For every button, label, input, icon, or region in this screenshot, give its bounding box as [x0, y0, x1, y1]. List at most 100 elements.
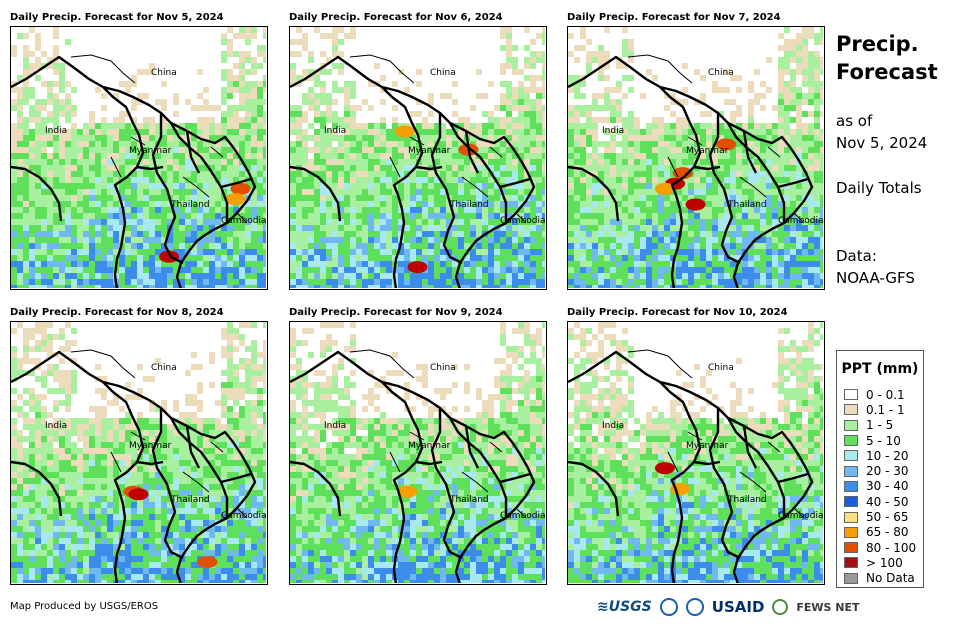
- map-canvas: China India Myanmar Thailand Cambodia: [290, 322, 545, 583]
- product-title-line2: Forecast: [836, 60, 938, 84]
- noaa-logo-icon: [659, 598, 678, 616]
- precip-field: [11, 322, 266, 583]
- country-label-cambodia: Cambodia: [221, 511, 266, 521]
- country-label-myanmar: Myanmar: [686, 146, 729, 156]
- legend-item: 20 - 30: [844, 463, 916, 478]
- usaid-seal-icon: [685, 598, 704, 616]
- admin-borders: [627, 349, 805, 519]
- heavy-rain-patch: [407, 261, 428, 274]
- precip-field: [11, 27, 266, 288]
- map-canvas: China India Myanmar Thailand Cambodia: [568, 27, 823, 288]
- forecast-panel-5: Daily Precip. Forecast for Nov 9, 2024 C…: [289, 307, 551, 585]
- panel-title: Daily Precip. Forecast for Nov 5, 2024: [10, 12, 224, 23]
- legend-swatch: [844, 404, 858, 416]
- heavy-rain-patch: [716, 138, 737, 151]
- legend-item: No Data: [844, 571, 916, 586]
- country-label-india: India: [324, 126, 346, 136]
- usaid-logo: USAID: [711, 598, 765, 616]
- legend-swatch: [844, 435, 858, 447]
- precip-field: [568, 27, 823, 288]
- heavy-rain-patch: [394, 125, 415, 138]
- legend-item: 40 - 50: [844, 494, 916, 509]
- legend-item: 65 - 80: [844, 525, 916, 540]
- legend-swatch: [844, 542, 858, 554]
- legend-swatch: [844, 465, 858, 477]
- map-canvas: China India Myanmar Thailand Cambodia: [11, 27, 266, 288]
- daily-totals-label: Daily Totals: [836, 179, 922, 197]
- country-label-india: India: [602, 126, 624, 136]
- forecast-panel-1: Daily Precip. Forecast for Nov 5, 2024 C…: [10, 12, 272, 290]
- country-label-cambodia: Cambodia: [500, 216, 545, 226]
- country-label-china: China: [708, 363, 734, 373]
- country-label-china: China: [151, 68, 177, 78]
- legend-label: 65 - 80: [866, 525, 909, 540]
- legend-label: > 100: [866, 555, 903, 570]
- country-borders: [290, 55, 536, 288]
- panel-title: Daily Precip. Forecast for Nov 6, 2024: [289, 12, 503, 23]
- product-title-line1: Precip.: [836, 32, 919, 56]
- legend-item: 1 - 5: [844, 418, 916, 433]
- legend-item: > 100: [844, 555, 916, 570]
- legend-swatch: [844, 450, 858, 462]
- agency-logos: ≋USGS USAID FEWS NET: [597, 597, 860, 617]
- heavy-rain-patch: [230, 182, 251, 195]
- heavy-rain-patch: [397, 485, 418, 498]
- precip-field: [290, 27, 545, 288]
- admin-borders: [349, 54, 527, 224]
- usgs-logo: ≋USGS: [597, 599, 652, 615]
- panel-title: Daily Precip. Forecast for Nov 8, 2024: [10, 307, 224, 318]
- credit-text: Map Produced by USGS/EROS: [10, 601, 159, 612]
- panel-title: Daily Precip. Forecast for Nov 7, 2024: [567, 12, 781, 23]
- precip-map: China India Myanmar Thailand Cambodia: [10, 321, 268, 585]
- forecast-panel-2: Daily Precip. Forecast for Nov 6, 2024 C…: [289, 12, 551, 290]
- country-label-thailand: Thailand: [170, 495, 210, 505]
- data-source-value: NOAA-GFS: [836, 269, 915, 287]
- country-borders: [11, 350, 257, 583]
- legend-item: 0 - 0.1: [844, 387, 916, 402]
- legend-label: 5 - 10: [866, 433, 901, 448]
- country-label-india: India: [45, 126, 67, 136]
- country-label-india: India: [45, 421, 67, 431]
- heavy-rain-patch: [654, 462, 675, 475]
- legend-item: 30 - 40: [844, 479, 916, 494]
- country-label-thailand: Thailand: [170, 200, 210, 210]
- precip-field: [568, 322, 823, 583]
- forecast-panel-3: Daily Precip. Forecast for Nov 7, 2024 C…: [567, 12, 829, 290]
- country-label-thailand: Thailand: [449, 200, 489, 210]
- precip-map: China India Myanmar Thailand Cambodia: [567, 321, 825, 585]
- country-label-myanmar: Myanmar: [686, 441, 729, 451]
- map-canvas: China India Myanmar Thailand Cambodia: [11, 322, 266, 583]
- panel-title: Daily Precip. Forecast for Nov 10, 2024: [567, 307, 788, 318]
- legend-title: PPT (mm): [841, 361, 919, 377]
- country-label-china: China: [430, 363, 456, 373]
- legend-label: 0.1 - 1: [866, 402, 905, 417]
- admin-borders: [70, 54, 248, 224]
- data-source: Data: NOAA-GFS: [836, 245, 915, 289]
- country-label-cambodia: Cambodia: [778, 511, 823, 521]
- country-borders: [568, 55, 814, 288]
- legend-label: 1 - 5: [866, 418, 894, 433]
- legend-label: No Data: [866, 571, 915, 586]
- forecast-panel-6: Daily Precip. Forecast for Nov 10, 2024 …: [567, 307, 829, 585]
- country-borders: [290, 350, 536, 583]
- legend-item: 10 - 20: [844, 448, 916, 463]
- forecast-panel-4: Daily Precip. Forecast for Nov 8, 2024 C…: [10, 307, 272, 585]
- country-label-india: India: [602, 421, 624, 431]
- country-label-china: China: [151, 363, 177, 373]
- country-label-myanmar: Myanmar: [408, 146, 451, 156]
- legend-label: 50 - 65: [866, 510, 909, 525]
- legend-swatch: [844, 572, 858, 584]
- country-label-thailand: Thailand: [727, 200, 767, 210]
- legend-label: 80 - 100: [866, 540, 917, 555]
- precip-map: China India Myanmar Thailand Cambodia: [289, 321, 547, 585]
- country-label-china: China: [430, 68, 456, 78]
- country-label-cambodia: Cambodia: [221, 216, 266, 226]
- country-label-thailand: Thailand: [449, 495, 489, 505]
- precip-map: China India Myanmar Thailand Cambodia: [10, 26, 268, 290]
- fews-net-logo: FEWS NET: [796, 600, 860, 614]
- country-label-china: China: [708, 68, 734, 78]
- legend-label: 0 - 0.1: [866, 387, 905, 402]
- legend-item: 0.1 - 1: [844, 402, 916, 417]
